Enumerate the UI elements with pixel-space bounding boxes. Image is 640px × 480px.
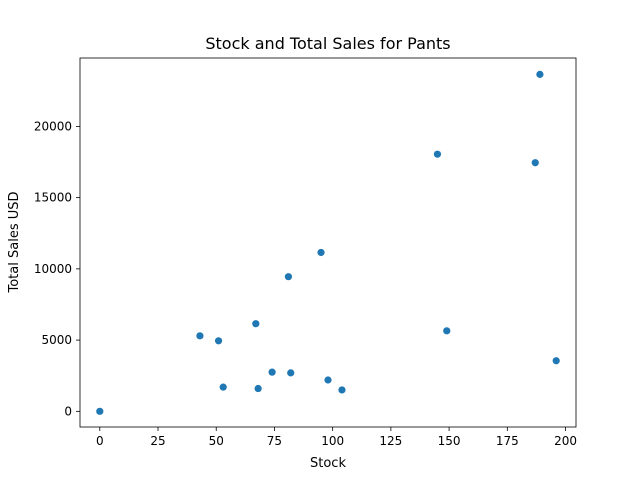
data-point: [317, 248, 325, 257]
y-tick-label: 0: [64, 404, 72, 418]
data-point: [443, 327, 451, 335]
x-tick-label: 75: [267, 434, 282, 448]
data-point: [552, 357, 560, 365]
x-tick-label: 25: [150, 434, 165, 448]
data-point: [252, 320, 260, 328]
data-point: [196, 332, 204, 340]
x-tick-label: 175: [496, 434, 519, 448]
data-point: [338, 386, 346, 394]
data-point: [531, 159, 539, 167]
y-tick-label: 20000: [34, 119, 72, 133]
x-tick-label: 50: [209, 434, 224, 448]
data-point: [214, 337, 223, 345]
data-point: [219, 383, 227, 391]
plot-area: 0 25 50 75 100 125 150 175 200 0 5000 10000 15000 200…: [34, 57, 577, 448]
y-axis-label: Total Sales USD: [7, 191, 22, 293]
x-tick-label: 200: [554, 434, 577, 448]
x-tick-label: 125: [379, 434, 402, 448]
x-tick-label: 0: [96, 434, 104, 448]
data-point: [254, 384, 262, 393]
x-ticks: 0 25 50 75 100 125 150 175 200: [96, 427, 577, 448]
data-point: [96, 407, 104, 415]
data-point: [287, 369, 295, 377]
plot-frame: [79, 57, 577, 428]
x-tick-label: 100: [321, 434, 344, 448]
data-point: [268, 368, 276, 376]
y-tick-label: 5000: [41, 333, 72, 347]
y-tick-label: 15000: [34, 191, 72, 205]
x-tick-label: 150: [438, 434, 461, 448]
y-ticks: 0 5000 10000 15000 20000: [34, 119, 80, 418]
data-point: [324, 376, 332, 384]
data-point: [536, 70, 544, 78]
data-points: [96, 70, 560, 415]
chart-title: Stock and Total Sales for Pants: [205, 34, 450, 53]
plot-background: [80, 58, 576, 427]
x-axis-label: Stock: [310, 456, 346, 471]
data-point: [433, 150, 442, 158]
data-point: [284, 273, 293, 281]
y-tick-label: 10000: [34, 262, 72, 276]
